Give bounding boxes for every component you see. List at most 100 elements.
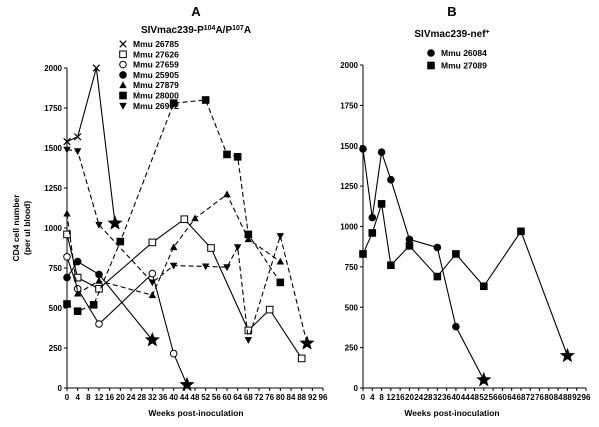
series-line	[362, 148, 485, 381]
y-tick-label: 750	[345, 263, 359, 272]
legend-marker	[119, 71, 127, 79]
death-star-marker	[299, 335, 315, 350]
title-part: SIVmac239-nef	[414, 29, 486, 40]
y-tick-label: 250	[345, 344, 359, 353]
data-point	[387, 261, 395, 270]
data-point	[63, 300, 71, 308]
legend-entry: Mmu 25905	[119, 70, 179, 80]
chart-title: SIVmac239-P104A/P107A	[141, 25, 251, 37]
x-tick-label: 56	[212, 393, 221, 402]
x-tick-label: 76	[535, 393, 544, 402]
y-tick-label: 750	[49, 264, 63, 273]
data-point	[387, 175, 395, 184]
title-superscript: 104	[204, 25, 216, 32]
data-point	[169, 262, 178, 270]
data-point	[452, 250, 460, 258]
data-point	[63, 273, 71, 282]
data-point	[276, 278, 285, 287]
y-tick-label: 250	[49, 344, 63, 353]
legend-marker	[427, 49, 435, 57]
x-tick-label: 56	[489, 393, 498, 402]
data-point	[207, 244, 215, 252]
data-point	[244, 235, 253, 243]
legend-entry: Mmu 27879	[119, 80, 179, 90]
data-point	[73, 307, 82, 315]
data-point	[63, 230, 71, 239]
series-mmu-25905	[63, 257, 160, 347]
death-star-marker	[144, 332, 160, 347]
data-point	[276, 233, 285, 240]
y-tick-label: 0	[354, 384, 359, 393]
data-point	[63, 209, 71, 217]
x-axis-label: Weeks post-inoculation	[148, 408, 243, 418]
series-mmu-27089	[359, 200, 576, 363]
chart-title: SIVmac239-nef+	[414, 29, 489, 41]
data-point	[223, 264, 231, 272]
data-point	[265, 305, 274, 314]
data-point	[201, 263, 210, 271]
legend-entry: Mmu 26902	[119, 101, 179, 111]
x-tick-label: 0	[361, 393, 366, 402]
data-point	[405, 242, 414, 250]
x-tick-label: 36	[442, 393, 451, 402]
data-point	[405, 235, 414, 244]
data-point	[148, 279, 157, 287]
series-line	[66, 193, 281, 296]
data-point	[148, 238, 157, 247]
series-mmu-27879	[63, 190, 285, 299]
x-tick-label: 8	[379, 393, 384, 402]
panel-a-chart: ASIVmac239-P104A/P107A025050075010001250…	[11, 4, 328, 418]
legend-marker	[119, 81, 127, 89]
legend-entry: Mmu 26084	[427, 48, 487, 58]
legend-label: Mmu 26785	[133, 39, 179, 49]
data-point	[223, 190, 231, 198]
legend-label: Mmu 28000	[133, 91, 179, 101]
data-point	[276, 257, 285, 265]
series-mmu-26785	[63, 64, 123, 230]
x-tick-label: 4	[75, 393, 80, 402]
data-point	[116, 237, 125, 246]
x-tick-label: 16	[396, 393, 405, 402]
y-tick-label: 0	[58, 384, 63, 393]
x-tick-label: 32	[148, 393, 157, 402]
x-tick-label: 36	[159, 393, 168, 402]
legend-label: Mmu 26902	[133, 101, 179, 111]
x-tick-label: 40	[451, 393, 460, 402]
data-point	[244, 337, 253, 344]
y-tick-label: 500	[345, 303, 359, 312]
x-tick-label: 88	[297, 393, 306, 402]
data-point	[95, 276, 103, 284]
data-point	[63, 137, 71, 146]
data-point	[95, 270, 103, 279]
x-tick-label: 28	[137, 393, 146, 402]
x-tick-label: 72	[526, 393, 535, 402]
y-tick-label: 1500	[340, 142, 358, 151]
x-tick-label: 44	[461, 393, 470, 402]
legend-label: Mmu 26084	[441, 48, 487, 58]
legend-label: Mmu 27879	[133, 80, 179, 90]
x-tick-label: 48	[191, 393, 200, 402]
data-point	[233, 244, 242, 252]
panel-letter: B	[447, 4, 456, 19]
data-point	[359, 145, 367, 153]
series-line	[66, 99, 281, 312]
series-line	[362, 203, 568, 356]
series-mmu-26902	[63, 146, 315, 350]
data-point	[95, 221, 103, 229]
legend-label: Mmu 27089	[441, 61, 487, 71]
x-axis-label: Weeks post-inoculation	[404, 408, 499, 418]
x-tick-label: 96	[582, 393, 591, 402]
data-point	[73, 257, 82, 266]
data-point	[180, 215, 189, 223]
y-axis-label: CD4 cell number	[11, 194, 21, 262]
series-mmu-27626	[63, 215, 306, 363]
x-tick-label: 48	[470, 393, 479, 402]
x-tick-label: 20	[116, 393, 125, 402]
data-point	[63, 252, 71, 261]
data-point	[479, 282, 488, 291]
data-point	[377, 148, 386, 157]
x-tick-label: 8	[86, 393, 91, 402]
data-point	[169, 349, 178, 358]
panel-b-chart: BSIVmac239-nef+0250500750100012501500175…	[340, 4, 591, 418]
